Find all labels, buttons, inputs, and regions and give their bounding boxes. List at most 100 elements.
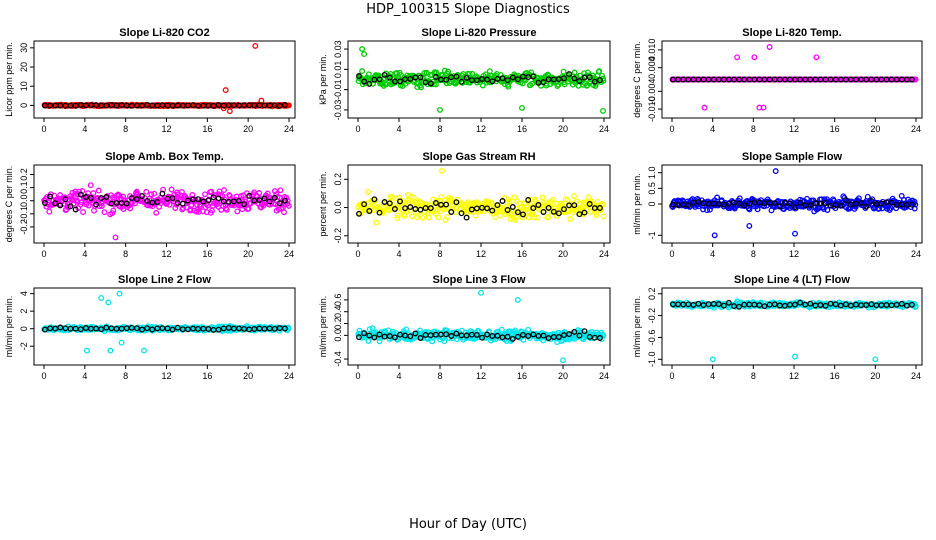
data-point <box>419 214 426 221</box>
outlier-point <box>98 295 105 301</box>
reference-point <box>366 332 373 339</box>
reference-point <box>842 301 849 308</box>
reference-point <box>261 195 268 202</box>
x-tick-label: 12 <box>161 124 171 134</box>
reference-point <box>566 331 573 338</box>
data-point <box>91 207 97 214</box>
reference-point <box>822 199 829 206</box>
panel-9: Slope Line 4 (LT) Flow 0 4 8 12 16 20 24 -1.0 -0.… <box>632 274 923 381</box>
reference-point <box>98 195 105 202</box>
data-point <box>422 328 429 335</box>
reference-point <box>210 194 217 201</box>
reference-point <box>499 75 506 82</box>
x-tick-label: 24 <box>284 249 294 259</box>
reference-point <box>509 335 516 342</box>
data-point <box>372 197 379 204</box>
data-point <box>560 68 567 75</box>
outlier-point <box>760 104 767 111</box>
reference-point <box>868 301 875 308</box>
reference-point <box>77 191 84 198</box>
x-tick-label: 20 <box>870 124 880 134</box>
data-point <box>256 190 263 196</box>
reference-point <box>256 197 263 204</box>
reference-point <box>863 203 870 210</box>
reference-point <box>144 197 151 204</box>
reference-point <box>149 326 156 333</box>
x-tick-label: 4 <box>710 249 715 259</box>
reference-point <box>67 203 74 210</box>
reference-point <box>545 335 552 342</box>
x-tick-label: 16 <box>517 124 527 134</box>
y-tick-label: -1.0 <box>647 352 657 368</box>
x-tick-label: 16 <box>202 371 212 381</box>
y-tick-label: 0.0 <box>19 194 29 207</box>
outlier-point <box>519 104 525 111</box>
reference-point <box>246 192 253 199</box>
reference-point <box>139 326 145 333</box>
reference-point <box>509 204 516 210</box>
reference-point <box>376 209 383 216</box>
reference-point <box>271 194 278 201</box>
outlier-point <box>813 54 820 61</box>
outlier-point <box>746 222 753 229</box>
data-point <box>203 209 210 216</box>
y-axis-label: ml/min per min. <box>318 296 328 358</box>
data-point <box>234 208 241 215</box>
reference-point <box>427 205 434 212</box>
reference-point <box>42 326 48 333</box>
data-point <box>864 193 871 200</box>
reference-point <box>576 78 583 84</box>
reference-point <box>504 77 511 84</box>
outlier-point <box>766 44 773 50</box>
plot-frame <box>347 40 611 119</box>
panel-title: Slope Amb. Box Temp. <box>105 151 224 163</box>
reference-point <box>489 78 496 85</box>
reference-point <box>361 330 368 337</box>
reference-point <box>371 196 378 203</box>
reference-point <box>776 203 783 210</box>
reference-point <box>103 194 110 200</box>
y-axis-label: ml/min per min. <box>632 296 642 358</box>
reference-point <box>236 197 242 204</box>
y-tick-label: 30 <box>19 43 29 53</box>
data-point <box>754 206 761 213</box>
reference-point <box>832 301 839 308</box>
data-point <box>549 196 556 203</box>
plot-frame <box>661 287 923 366</box>
reference-point <box>535 202 542 208</box>
data-point <box>221 187 227 194</box>
data-point <box>214 201 221 207</box>
x-tick-label: 20 <box>870 249 880 259</box>
x-tick-label: 20 <box>243 371 253 381</box>
x-tick-label: 24 <box>911 249 921 259</box>
reference-point <box>169 326 176 333</box>
x-tick-label: 20 <box>558 249 568 259</box>
data-point <box>444 214 451 220</box>
reference-point <box>361 78 368 85</box>
panel-title: Slope Li-820 Pressure <box>422 27 537 39</box>
x-tick-label: 12 <box>476 249 486 259</box>
outlier-point <box>361 51 368 58</box>
reference-point <box>443 331 450 338</box>
data-point <box>545 214 552 221</box>
data-point <box>570 193 577 199</box>
data-point <box>242 198 249 205</box>
reference-point <box>494 202 501 209</box>
reference-point <box>432 200 439 206</box>
reference-point <box>402 205 409 212</box>
x-tick-label: 4 <box>82 249 87 259</box>
reference-point <box>241 201 248 208</box>
x-tick-label: 24 <box>911 124 921 134</box>
x-tick-label: 8 <box>123 124 128 134</box>
panel-title: Slope Li-820 CO2 <box>119 27 209 39</box>
data-point <box>46 208 53 215</box>
data-point <box>498 326 505 333</box>
data-point <box>912 201 919 208</box>
y-tick-label: 0.004 <box>647 56 657 79</box>
data-point <box>401 212 408 219</box>
reference-point <box>837 202 844 209</box>
x-tick-label: 12 <box>161 371 171 381</box>
reference-point <box>540 209 547 215</box>
reference-point <box>484 331 491 338</box>
reference-point <box>376 76 383 83</box>
